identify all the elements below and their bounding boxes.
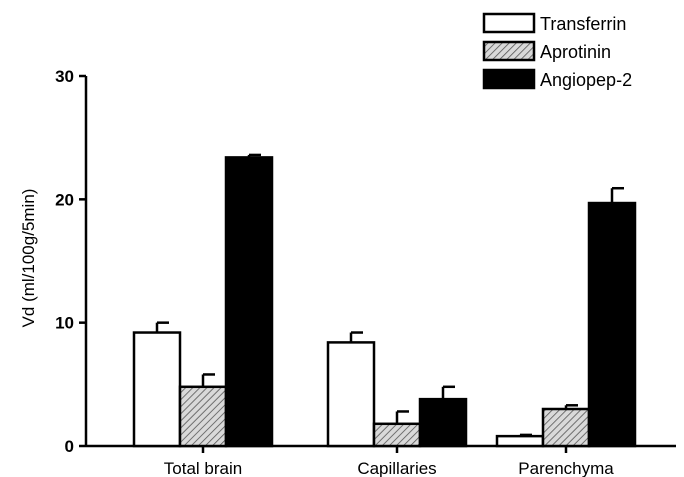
x-tick-label: Total brain xyxy=(164,459,242,477)
bar-series-group xyxy=(132,153,637,448)
legend-label: Aprotinin xyxy=(540,42,611,62)
y-tick-label: 20 xyxy=(55,190,74,209)
y-tick-label: 0 xyxy=(65,437,74,456)
bar-aprotinin-total-brain xyxy=(178,385,228,448)
legend: Transferrin Aprotinin Angiopep-2 xyxy=(482,12,632,90)
legend-swatch xyxy=(482,68,536,90)
bar-angiopep-2-capillaries xyxy=(418,397,468,448)
legend-label: Angiopep-2 xyxy=(540,70,632,90)
x-tick-label: Parenchyma xyxy=(518,459,614,477)
y-tick-label: 30 xyxy=(55,67,74,86)
x-tick-label: Capillaries xyxy=(357,459,436,477)
y-axis-label: Vd (ml/100g/5min) xyxy=(19,189,38,328)
bar-aprotinin-capillaries xyxy=(372,422,422,448)
bar-angiopep-2-parenchyma xyxy=(587,201,637,448)
bar-transferrin-total-brain xyxy=(132,331,182,448)
y-axis-ticks: 0 10 20 30 xyxy=(55,67,86,456)
bar-transferrin-parenchyma xyxy=(495,434,545,448)
legend-label: Transferrin xyxy=(540,14,626,34)
legend-swatch xyxy=(482,12,536,34)
bar-transferrin-capillaries xyxy=(326,341,376,448)
legend-swatch xyxy=(482,40,536,62)
bar-angiopep-2-total-brain xyxy=(224,156,274,448)
x-axis-ticks: Total brain Capillaries Parenchyma xyxy=(164,446,614,477)
bar-aprotinin-parenchyma xyxy=(541,407,591,448)
y-tick-label: 10 xyxy=(55,314,74,333)
